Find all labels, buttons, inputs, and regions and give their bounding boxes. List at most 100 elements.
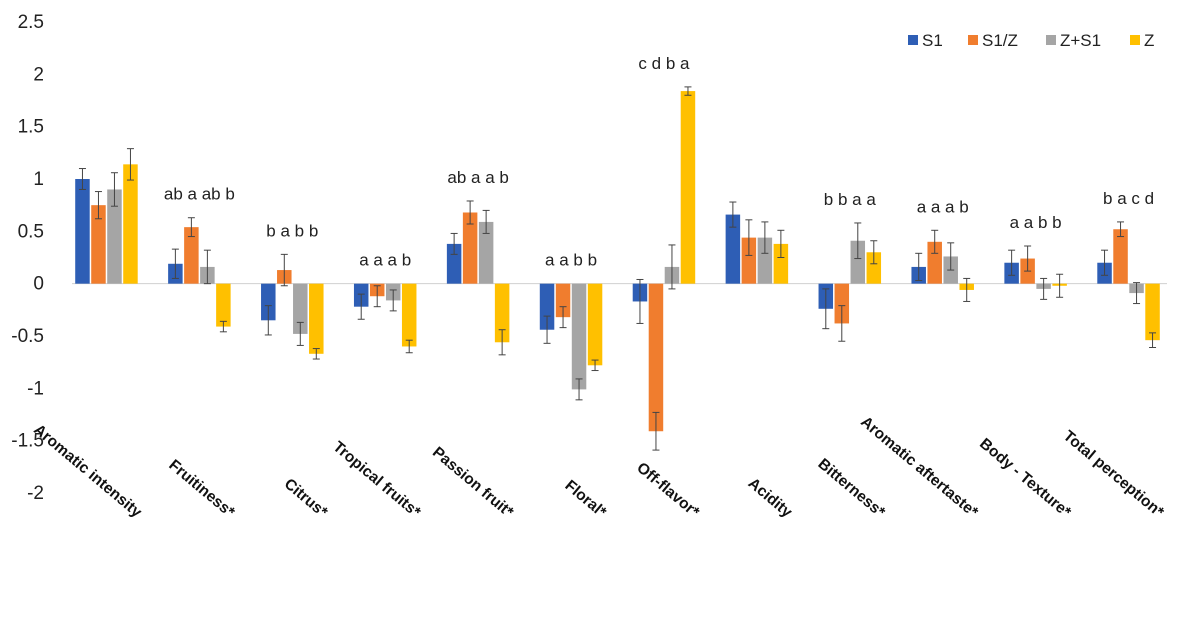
error-bar xyxy=(357,293,365,320)
error-bar xyxy=(838,305,846,342)
bar-s1 xyxy=(446,243,462,284)
error-bar xyxy=(373,285,381,308)
bar-s1-z xyxy=(927,241,942,284)
bar-s1-z xyxy=(184,227,199,284)
y-tick-label: 1.5 xyxy=(18,117,44,138)
error-bar xyxy=(559,306,567,329)
bar-z xyxy=(866,252,882,284)
legend-label: Z+S1 xyxy=(1060,31,1101,50)
x-axis-labels: Aromatic intensity Fruitiness* Citrus*Trop… xyxy=(30,413,1167,521)
bar-z-s1 xyxy=(107,189,122,284)
legend-swatch xyxy=(968,35,978,45)
error-bar xyxy=(78,168,86,190)
bar-z xyxy=(773,243,789,284)
bar-z-s1 xyxy=(293,283,308,334)
error-bar xyxy=(1101,249,1109,276)
error-bar xyxy=(126,148,134,181)
error-bar xyxy=(729,201,737,228)
error-bar xyxy=(1056,273,1064,298)
bar-z-s1 xyxy=(757,237,773,284)
bars xyxy=(75,91,1160,432)
error-bar xyxy=(684,86,692,96)
y-tick-label: 1 xyxy=(33,169,44,190)
significance-annotation: c d b a xyxy=(638,54,690,73)
error-bar xyxy=(94,191,102,220)
x-tick-label: Off-flavor* xyxy=(633,459,703,521)
bar-z xyxy=(494,283,510,343)
error-bar xyxy=(264,305,272,336)
bar-z-s1 xyxy=(571,283,587,390)
significance-annotation: a a a b xyxy=(917,197,969,216)
significance-letters: ab a ab b b a b b a a a b ab a a b a a b b c … xyxy=(164,54,1154,270)
legend-swatch xyxy=(1046,35,1056,45)
error-bar xyxy=(203,249,211,285)
significance-annotation: ab a ab b xyxy=(164,185,235,204)
y-tick-label: 0 xyxy=(33,274,44,295)
bar-s1 xyxy=(539,283,555,330)
error-bar xyxy=(915,252,923,282)
error-bars xyxy=(78,86,1157,451)
x-tick-label: Bitterness* xyxy=(815,455,889,521)
bar-z xyxy=(123,164,138,284)
x-tick-label: Aromatic intensity xyxy=(30,421,145,521)
error-bar xyxy=(296,321,304,346)
error-bar xyxy=(668,244,676,290)
error-bar xyxy=(1024,245,1032,272)
significance-annotation: ab a a b xyxy=(447,168,508,187)
bar-z xyxy=(587,283,603,366)
bar-s1-z xyxy=(648,283,664,432)
error-bar xyxy=(450,232,458,255)
error-bar xyxy=(575,378,583,401)
y-tick-label: 2.5 xyxy=(18,12,44,33)
error-bar xyxy=(963,277,971,302)
bar-s1-z xyxy=(1113,229,1128,284)
error-bar xyxy=(219,320,227,333)
significance-annotation: a a b b xyxy=(545,251,597,270)
error-bar xyxy=(870,240,878,265)
y-axis: -2 -1.5 -1 -0.5 0 0.5 1 1.5 2 2.5 xyxy=(11,12,44,504)
legend-swatch xyxy=(1130,35,1140,45)
y-tick-label: -0.5 xyxy=(11,326,44,347)
error-bar xyxy=(1117,221,1125,238)
x-tick-label: Body - Texture* xyxy=(976,435,1075,522)
x-tick-label: Total perception* xyxy=(1060,427,1168,521)
legend-label: Z xyxy=(1144,31,1154,50)
significance-annotation: b b a a xyxy=(824,190,877,209)
error-bar xyxy=(1149,332,1157,349)
error-bar xyxy=(854,222,862,260)
y-tick-label: -1 xyxy=(27,378,44,399)
error-bar xyxy=(171,248,179,279)
error-bar xyxy=(482,209,490,234)
legend-swatch xyxy=(908,35,918,45)
bar-z xyxy=(216,283,231,327)
y-tick-label: -1.5 xyxy=(11,431,44,452)
x-tick-label: Passion fruit* xyxy=(429,444,517,522)
significance-annotation: a a a b xyxy=(359,251,411,270)
y-tick-label: -2 xyxy=(27,483,44,504)
error-bar xyxy=(761,221,769,254)
error-bar xyxy=(931,229,939,254)
error-bar xyxy=(1040,277,1048,300)
x-tick-label: Acidity xyxy=(745,475,796,521)
y-tick-label: 2 xyxy=(33,64,44,85)
bar-z-s1 xyxy=(478,221,494,284)
error-bar xyxy=(543,315,551,344)
x-tick-label: Floral* xyxy=(562,477,611,522)
bar-s1-z xyxy=(741,237,757,284)
error-bar xyxy=(389,289,397,312)
bar-s1-z xyxy=(462,212,478,284)
bar-z xyxy=(309,283,324,354)
error-bar xyxy=(312,348,320,360)
bar-z xyxy=(401,283,417,347)
legend-item: S1 xyxy=(908,31,943,50)
x-tick-label: Fruitiness* xyxy=(165,457,238,522)
significance-annotation: b a c d xyxy=(1103,189,1154,208)
error-bar xyxy=(822,288,830,330)
bar-z xyxy=(680,91,696,284)
x-tick-label: Citrus* xyxy=(281,475,332,521)
error-bar xyxy=(652,411,660,451)
error-bar xyxy=(405,339,413,354)
error-bar xyxy=(636,278,644,324)
significance-annotation: a a b b xyxy=(1010,213,1062,232)
